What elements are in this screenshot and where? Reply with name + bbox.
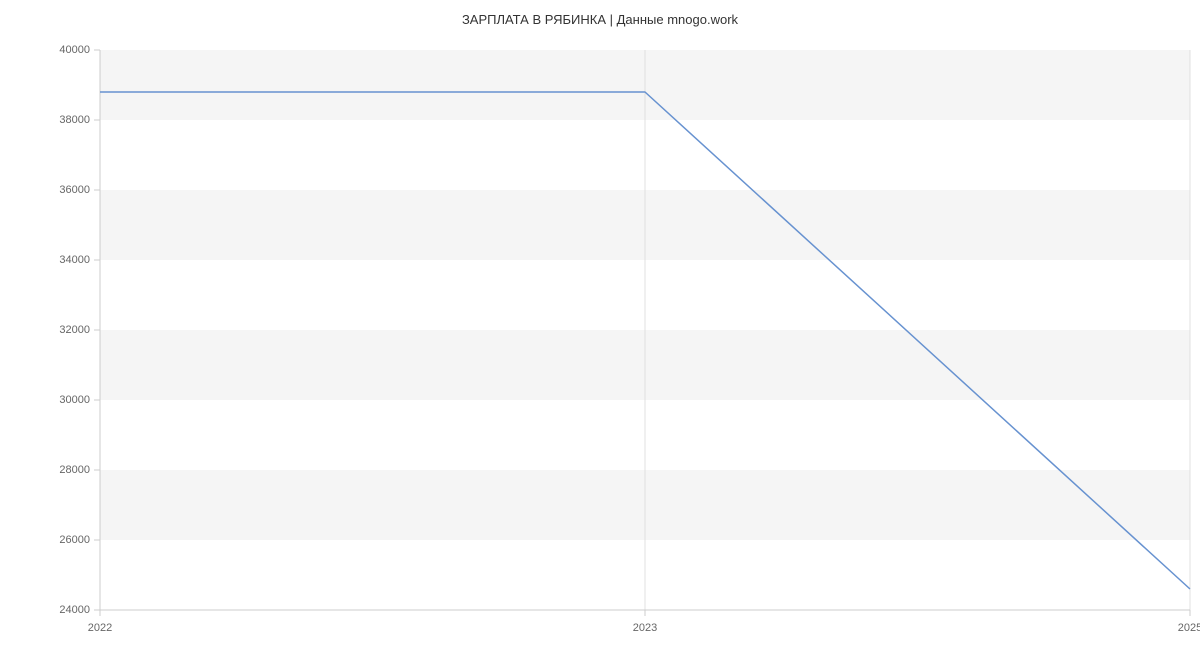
y-tick-label: 32000 — [30, 324, 90, 336]
y-tick-label: 40000 — [30, 44, 90, 56]
x-tick-label: 2022 — [88, 622, 112, 634]
y-tick-label: 30000 — [30, 394, 90, 406]
chart-svg — [0, 0, 1200, 650]
y-tick-label: 28000 — [30, 464, 90, 476]
y-tick-label: 24000 — [30, 604, 90, 616]
x-tick-label: 2023 — [633, 622, 657, 634]
y-tick-label: 26000 — [30, 534, 90, 546]
y-tick-label: 38000 — [30, 114, 90, 126]
y-tick-label: 36000 — [30, 184, 90, 196]
chart-container: ЗАРПЛАТА В РЯБИНКА | Данные mnogo.work 2… — [0, 0, 1200, 650]
y-tick-label: 34000 — [30, 254, 90, 266]
x-tick-label: 2025 — [1178, 622, 1200, 634]
